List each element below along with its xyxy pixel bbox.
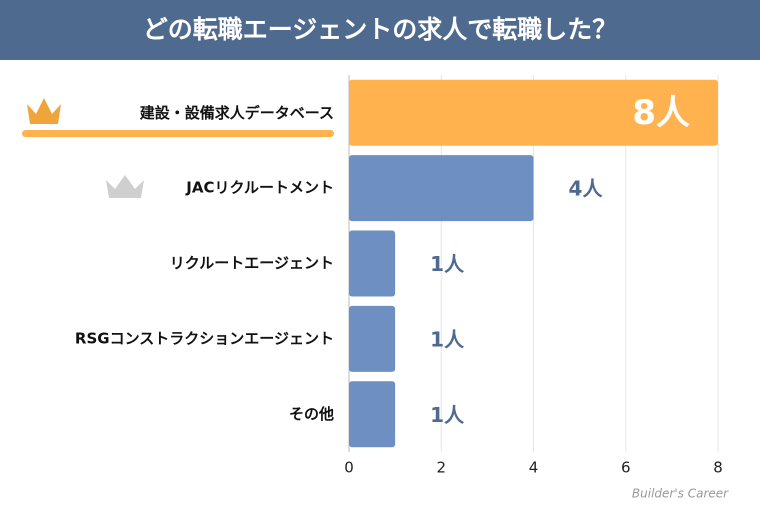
bar — [349, 230, 396, 297]
chart-title: どの転職エージェントの求人で転職した？ — [143, 15, 618, 44]
value-label: 1人 — [430, 403, 465, 427]
x-tick-label: 2 — [436, 459, 446, 477]
x-tick-label: 8 — [713, 459, 723, 477]
x-tick-label: 0 — [344, 459, 354, 477]
bar — [349, 381, 396, 448]
watermark: Builder's Career — [632, 487, 729, 501]
bar — [349, 155, 534, 222]
x-tick-label: 4 — [529, 459, 539, 477]
value-label: 8人 — [632, 93, 690, 133]
category-label: その他 — [289, 405, 334, 423]
x-tick-label: 6 — [621, 459, 631, 477]
value-label: 1人 — [430, 327, 465, 351]
category-label: 建設・設備求人データベース — [140, 104, 334, 122]
value-label: 4人 — [569, 177, 604, 201]
category-label: リクルートエージェント — [170, 254, 334, 272]
value-label: 1人 — [430, 252, 465, 276]
category-label: JACリクルートメント — [185, 179, 334, 197]
plot-area: 0 2 4 6 8 建設・設備求人データベース 8人 JACリクルートメント 4人リクルートエー… — [75, 75, 723, 477]
highlight-underline — [22, 130, 334, 137]
bar — [349, 305, 396, 372]
silver-crown — [106, 175, 144, 198]
header-bar — [0, 0, 760, 60]
bar — [349, 79, 718, 146]
gold-crown — [27, 98, 61, 124]
category-label: RSGコンストラクションエージェント — [75, 329, 334, 347]
